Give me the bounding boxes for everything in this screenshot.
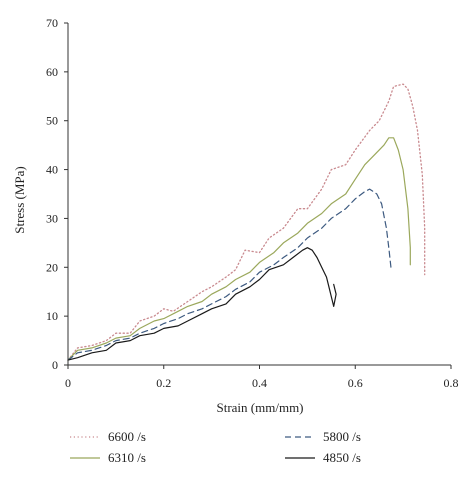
- legend-label: 5800 /s: [323, 429, 361, 444]
- y-tick-label: 0: [52, 358, 58, 372]
- legend-label: 6600 /s: [108, 429, 146, 444]
- axes: 0 0.2 0.4 0.6 0.8 0 10 20 30 40 50 60 70: [46, 16, 459, 390]
- series-line-4850-s: [67, 247, 337, 361]
- legend: 6600 /s 6310 /s 5800 /s 4850 /s: [70, 429, 361, 465]
- legend-label: 4850 /s: [323, 450, 361, 465]
- legend-label: 6310 /s: [108, 450, 146, 465]
- plot-lines: [67, 83, 426, 361]
- x-tick-label: 0.8: [444, 376, 459, 390]
- series-line-5800-s: [67, 188, 392, 361]
- x-tick-label: 0: [65, 376, 71, 390]
- series-line-6310-s: [67, 137, 411, 361]
- y-tick-label: 40: [46, 163, 58, 177]
- y-tick-label: 50: [46, 114, 58, 128]
- y-tick-label: 60: [46, 65, 58, 79]
- series-line-6600-s: [67, 83, 426, 361]
- y-tick-label: 30: [46, 211, 58, 225]
- y-tick-label: 70: [46, 16, 58, 30]
- y-tick-label: 10: [46, 309, 58, 323]
- x-tick-label: 0.6: [348, 376, 363, 390]
- x-axis-title: Strain (mm/mm): [216, 400, 303, 415]
- x-tick-label: 0.4: [252, 376, 267, 390]
- y-axis-title: Stress (MPa): [12, 166, 27, 234]
- y-tick-label: 20: [46, 260, 58, 274]
- x-tick-label: 0.2: [156, 376, 171, 390]
